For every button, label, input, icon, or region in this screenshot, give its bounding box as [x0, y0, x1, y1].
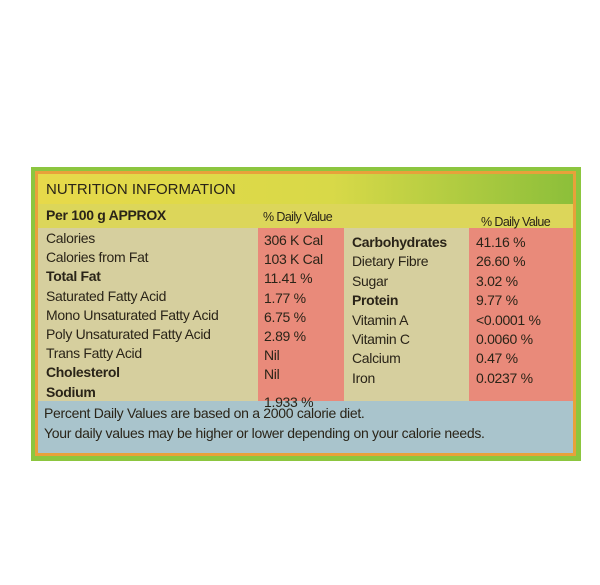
- nutrient-label: Iron: [352, 369, 375, 386]
- nutrient-label: Calories from Fat: [46, 249, 149, 266]
- nutrient-label: Calories: [46, 230, 95, 246]
- nutrient-value: 1.77 %: [264, 289, 306, 306]
- nutrient-value: 41.16 %: [476, 234, 526, 250]
- nutrient-value: 6.75 %: [264, 308, 306, 325]
- per-serving: Per 100 g APPROX: [46, 207, 166, 223]
- nutrition-panel: NUTRITION INFORMATION Per 100 g APPROX %…: [38, 174, 573, 453]
- nutrient-value: 103 K Cal: [264, 251, 323, 268]
- nutrient-label: Carbohydrates: [352, 234, 447, 250]
- nutrient-label: Sodium: [46, 383, 96, 400]
- nutrient-value: <0.0001 %: [476, 311, 541, 328]
- subheader-band: [38, 204, 573, 228]
- nutrient-label: Dietary Fibre: [352, 253, 429, 270]
- nutrient-label: Trans Fatty Acid: [46, 345, 142, 362]
- nutrient-label: Vitamin C: [352, 331, 410, 347]
- nutrient-value: 0.0237 %: [476, 369, 533, 386]
- nutrient-label: Mono Unsaturated Fatty Acid: [46, 306, 219, 323]
- nutrient-value: 1.933 %: [264, 393, 314, 410]
- nutrient-value: Nil: [264, 347, 280, 364]
- nutrient-label: Sugar: [352, 272, 388, 289]
- nutrient-value: 9.77 %: [476, 292, 518, 309]
- left-value-column: [258, 228, 344, 402]
- footer-band: [38, 401, 573, 453]
- nutrient-value: 0.47 %: [476, 350, 518, 367]
- footer-line-2: Your daily values may be higher or lower…: [44, 425, 485, 441]
- nutrient-label: Cholesterol: [46, 364, 120, 381]
- label-title: NUTRITION INFORMATION: [46, 181, 236, 198]
- nutrient-value: 2.89 %: [264, 328, 306, 344]
- nutrient-value: Nil: [264, 366, 280, 383]
- nutrient-label: Total Fat: [46, 268, 101, 285]
- nutrient-value: 3.02 %: [476, 272, 518, 289]
- right-value-column: [469, 228, 573, 401]
- footer-line-1: Percent Daily Values are based on a 2000…: [44, 405, 365, 421]
- daily-value-header-left: % Daily Value: [263, 210, 333, 224]
- nutrient-label: Calcium: [352, 350, 401, 367]
- daily-value-header-right: % Daily Value: [481, 215, 551, 229]
- nutrient-label: Vitamin A: [352, 311, 409, 328]
- nutrient-label: Poly Unsaturated Fatty Acid: [46, 326, 211, 342]
- nutrient-value: 306 K Cal: [264, 232, 323, 248]
- nutrient-label: Protein: [352, 292, 399, 309]
- nutrient-value: 11.41 %: [264, 270, 313, 287]
- nutrient-value: 26.60 %: [476, 253, 526, 270]
- nutrient-value: 0.0060 %: [476, 331, 533, 347]
- nutrient-label: Saturated Fatty Acid: [46, 287, 167, 304]
